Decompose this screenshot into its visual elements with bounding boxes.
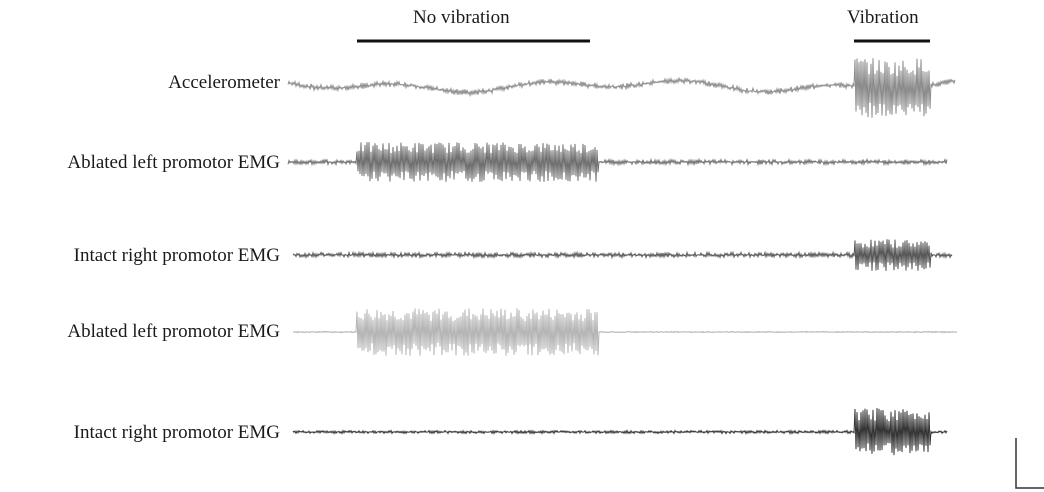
- trace-label-ablated-left-promotor-emg-2: Ablated left promotor EMG: [67, 321, 280, 342]
- trace-waveform-4: [292, 308, 958, 356]
- trace-waveform-5: [292, 407, 948, 456]
- trace-waveform-2: [287, 142, 948, 182]
- trace-label-intact-right-promotor-emg-1: Intact right promotor EMG: [73, 245, 280, 266]
- trace-waveform-1: [287, 58, 956, 118]
- trace-waveform-3: [292, 239, 953, 271]
- trace-label-ablated-left-promotor-emg-1: Ablated left promotor EMG: [67, 152, 280, 173]
- vibration-period-label: Vibration: [847, 7, 919, 28]
- trace-label-intact-right-promotor-emg-2: Intact right promotor EMG: [73, 422, 280, 443]
- scale-bar: [1015, 438, 1044, 489]
- no-vibration-period-label: No vibration: [413, 7, 510, 28]
- trace-label-accelerometer: Accelerometer: [168, 72, 280, 93]
